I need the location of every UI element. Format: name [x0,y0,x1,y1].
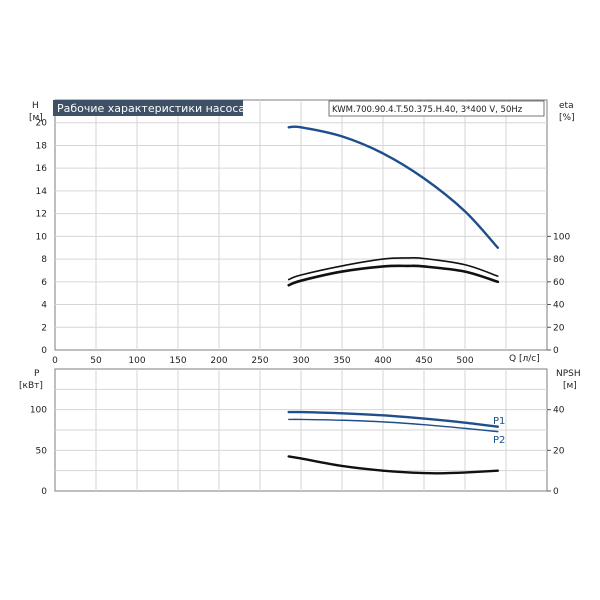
power-npsh-panel: 0 50 100 0 20 40 P [кВт] NPSH [м] P1 P2 [19,368,581,497]
chart-subtitle: KWM.700.90.4.T.50.375.H.40, 3*400 V, 50H… [332,105,523,115]
top-grid [55,100,547,350]
bottom-y-left-label-name: P [34,369,40,379]
top-series [287,125,500,287]
top-x-tick-label: 350 [333,356,350,366]
top-y-left-tick-label: 10 [36,232,48,242]
top-y-left-tick-label: 14 [36,187,48,197]
bottom-y-right-tick-label: 40 [553,406,565,416]
top-x-tick-label: 300 [292,356,309,366]
power-curve-p1 [287,410,499,428]
efficiency-curve-lower [287,264,500,287]
bottom-y-right-label-unit: [м] [563,381,577,391]
top-y-left-tick-label: 2 [41,323,47,333]
top-x-tick-label: 450 [415,356,432,366]
bottom-y-right-label-name: NPSH [556,369,581,379]
npsh-curve [287,455,499,475]
bottom-y-left-label-unit: [кВт] [19,381,43,391]
y-right-label-unit: [%] [559,113,575,123]
top-y-left-tick-label: 6 [41,278,47,288]
power-curve-p2 [288,418,499,433]
top-x-tick-label: 0 [52,356,58,366]
bottom-grid [55,369,547,491]
bottom-series [287,410,499,475]
y-right-label-name: eta [559,101,574,111]
top-y-right-tick-label: 40 [553,301,565,311]
top-x-tick-label: 200 [210,356,227,366]
top-y-left-tick-label: 16 [36,164,48,174]
top-y-left-tick-label: 12 [36,210,47,220]
top-x-tick-label: 400 [374,356,391,366]
bottom-y-right-tick-label: 0 [553,487,559,497]
y-left-label-unit: [м] [29,113,43,123]
top-tick-labels: 0 50 100 150 200 250 300 350 400 450 5000246810121… [36,119,571,366]
head-efficiency-panel: 0 50 100 150 200 250 300 350 400 450 5000246810121… [29,99,575,366]
bottom-tick-labels: 0 50 100 0 20 40 [30,406,565,497]
chart-title-box [53,100,243,116]
y-left-label-name: H [32,101,39,111]
top-y-left-tick-label: 8 [41,255,47,265]
chart-title: Рабочие характеристики насоса [57,102,245,115]
x-axis-label: Q [л/с] [509,354,540,364]
top-y-left-tick-label: 18 [36,141,48,151]
top-y-right-tick-label: 20 [553,323,565,333]
efficiency-curve-upper [287,256,499,281]
top-x-tick-label: 150 [169,356,186,366]
bottom-y-left-tick-label: 50 [36,446,48,456]
series-label-p1: P1 [493,416,505,427]
bottom-y-left-tick-label: 0 [41,487,47,497]
top-x-tick-label: 500 [456,356,473,366]
top-y-right-tick-label: 80 [553,255,565,265]
top-y-right-tick-label: 60 [553,278,565,288]
subtitle-box [328,100,545,117]
bottom-y-right-tick-label: 20 [553,446,565,456]
top-y-left-tick-label: 0 [41,346,47,356]
series-label-p2: P2 [493,435,505,446]
top-y-right-tick-label: 0 [553,346,559,356]
top-y-left-tick-label: 4 [41,301,47,311]
head-curve [287,125,499,249]
top-x-tick-label: 250 [251,356,268,366]
top-y-left-tick-label: 20 [36,119,48,129]
top-y-right-tick-label: 100 [553,232,570,242]
bottom-y-left-tick-label: 100 [30,406,47,416]
top-x-tick-label: 100 [128,356,145,366]
top-x-tick-label: 50 [90,356,102,366]
